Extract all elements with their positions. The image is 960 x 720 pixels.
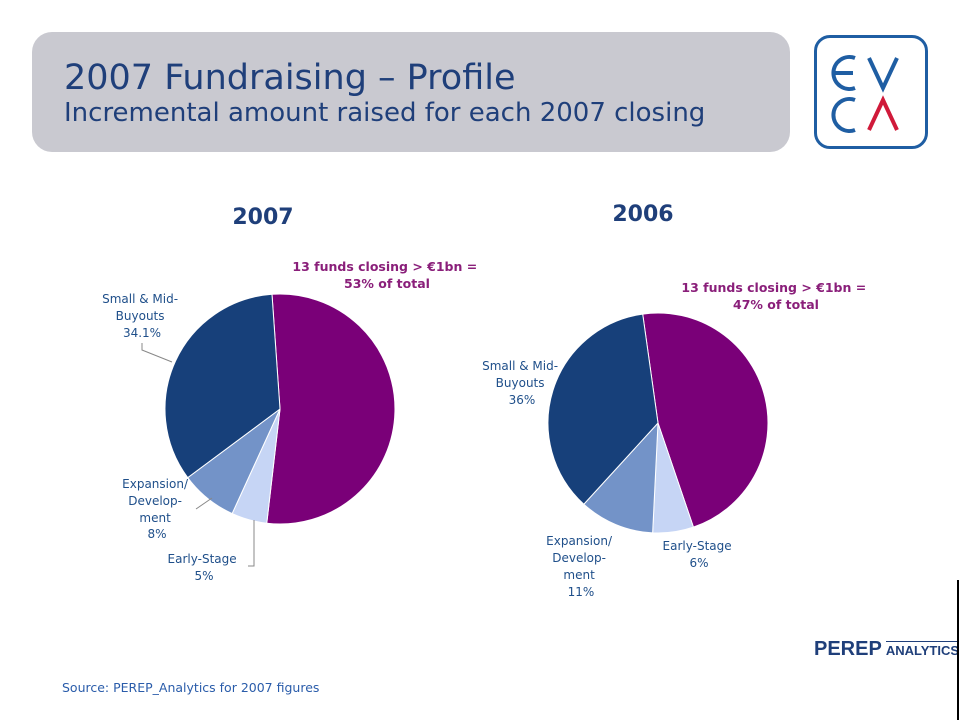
label-line: 8% bbox=[147, 527, 166, 541]
annotation-2007: 13 funds closing > €1bn = 53% of total bbox=[292, 259, 481, 291]
pie-chart-2006: 2006 13 funds closing > €1bn = 47% of to… bbox=[482, 202, 870, 599]
label-line: Develop- bbox=[552, 551, 606, 565]
brand-main: PEREP bbox=[814, 638, 882, 660]
label-line: 6% bbox=[689, 556, 708, 570]
label-line: Expansion/ bbox=[546, 534, 613, 548]
pie-slices-2006 bbox=[547, 312, 769, 534]
label-line: Small & Mid- bbox=[482, 359, 558, 373]
label-buyouts-2007: Small & Mid- Buyouts 34.1% bbox=[102, 292, 182, 340]
label-line: ment bbox=[139, 511, 171, 525]
page-title: 2007 Fundraising – Profile bbox=[64, 58, 516, 98]
label-line: Buyouts bbox=[496, 376, 545, 390]
label-early-2006: Early-Stage 6% bbox=[663, 539, 736, 570]
label-line: Early-Stage bbox=[168, 552, 237, 566]
label-line: Develop- bbox=[128, 494, 182, 508]
title-banner: 2007 Fundraising – Profile Incremental a… bbox=[32, 32, 790, 152]
perep-analytics-logo: PEREP ANALYTICS bbox=[814, 638, 960, 661]
pie-slice-2007-large_funds bbox=[266, 293, 396, 525]
pie-slice-2006-buyouts bbox=[547, 313, 659, 505]
label-line: Expansion/ bbox=[122, 477, 189, 491]
page-subtitle: Incremental amount raised for each 2007 … bbox=[64, 98, 706, 128]
leader-line bbox=[141, 343, 173, 363]
evca-logo bbox=[814, 35, 928, 149]
label-line: Early-Stage bbox=[663, 539, 732, 553]
leader-line bbox=[248, 520, 255, 567]
annotation-line: 13 funds closing > €1bn = bbox=[292, 259, 477, 274]
pie-chart-2007: 2007 13 funds closing > €1bn = 53% of to… bbox=[102, 205, 481, 583]
chart-title-2006: 2006 bbox=[612, 202, 673, 227]
pie-slices-2007 bbox=[164, 293, 396, 525]
annotation-line: 13 funds closing > €1bn = bbox=[681, 280, 866, 295]
evca-logo-mark bbox=[831, 55, 899, 133]
annotation-2006: 13 funds closing > €1bn = 47% of total bbox=[681, 280, 870, 312]
label-line: Small & Mid- bbox=[102, 292, 178, 306]
annotation-line: 53% of total bbox=[344, 276, 430, 291]
chart-title-2007: 2007 bbox=[232, 205, 293, 230]
label-line: ment bbox=[563, 568, 595, 582]
label-buyouts-2006: Small & Mid- Buyouts 36% bbox=[482, 359, 562, 407]
label-line: 5% bbox=[194, 569, 213, 583]
label-line: 11% bbox=[568, 585, 595, 599]
label-line: 36% bbox=[509, 393, 536, 407]
pie-slice-2006-large_funds bbox=[642, 312, 769, 528]
edge-divider bbox=[957, 580, 959, 720]
label-expansion-2007: Expansion/ Develop- ment 8% bbox=[122, 477, 192, 541]
leader-line bbox=[195, 497, 213, 510]
label-line: Buyouts bbox=[116, 309, 165, 323]
pie-slice-2007-buyouts bbox=[164, 293, 281, 479]
brand-sub: ANALYTICS bbox=[885, 641, 960, 658]
pie-slice-2006-expansion bbox=[583, 421, 659, 534]
label-expansion-2006: Expansion/ Develop- ment 11% bbox=[546, 534, 616, 599]
annotation-line: 47% of total bbox=[733, 297, 819, 312]
label-line: 34.1% bbox=[123, 326, 161, 340]
label-early-2007: Early-Stage 5% bbox=[168, 552, 241, 583]
source-note: Source: PEREP_Analytics for 2007 figures bbox=[62, 680, 320, 695]
